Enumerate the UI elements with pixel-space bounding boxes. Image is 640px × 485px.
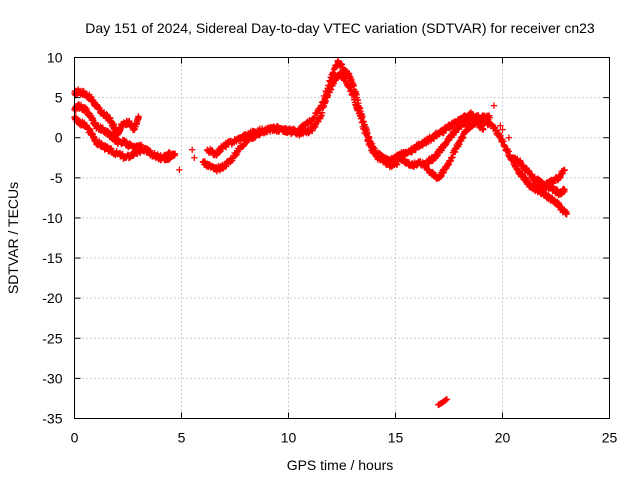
grid [74,57,610,419]
x-tick-label: 15 [388,430,404,446]
chart-title: Day 151 of 2024, Sidereal Day-to-day VTE… [85,20,595,36]
axis-ticks [74,57,610,419]
y-tick-label: 0 [55,130,63,146]
x-tick-label: 10 [281,430,297,446]
x-tick-label: 5 [178,430,186,446]
x-axis-label: GPS time / hours [287,457,394,473]
data-point [166,151,174,158]
data-point [505,134,513,141]
y-tick-labels: 10 5 0 -5 -10 -15 -20 -25 -30 -35 [42,50,62,427]
data-point [189,146,196,153]
data-point [490,102,498,109]
data-points [71,57,570,409]
data-point [191,154,198,161]
y-tick-label: -5 [50,170,63,186]
y-tick-label: -25 [42,330,62,346]
data-point [167,150,174,157]
y-tick-label: -30 [42,370,62,386]
y-tick-label: 10 [47,50,63,66]
x-tick-label: 25 [602,430,618,446]
y-axis-label: SDTVAR / TECUs [5,182,21,294]
x-tick-labels: 0 5 10 15 20 25 [71,430,618,446]
y-tick-label: 5 [55,90,63,106]
data-point [135,114,142,121]
x-tick-label: 20 [495,430,511,446]
y-tick-label: -20 [42,290,62,306]
plot-frame [74,57,610,419]
x-tick-label: 0 [71,430,79,446]
data-point [176,166,183,174]
y-tick-label: -10 [42,210,62,226]
y-tick-label: -15 [42,250,62,266]
y-tick-label: -35 [42,411,62,427]
